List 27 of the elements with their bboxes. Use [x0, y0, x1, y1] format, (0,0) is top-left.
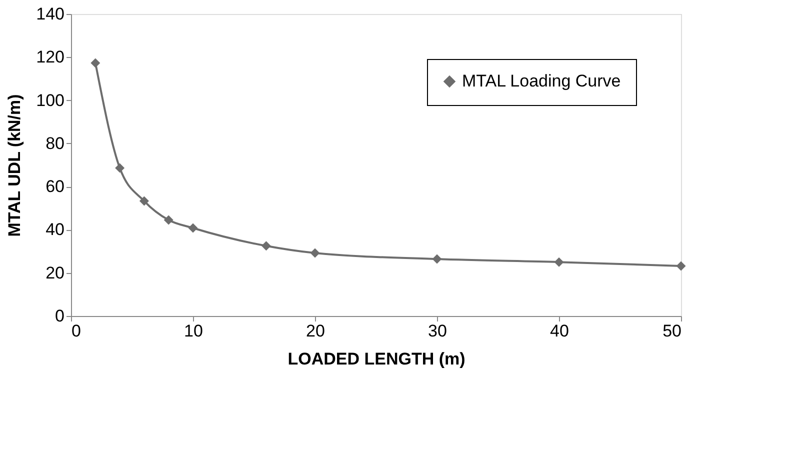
y-tick-label: 60 [46, 177, 64, 196]
y-tick-label: 120 [36, 48, 64, 67]
y-tick-label: 140 [36, 4, 64, 24]
x-tick-label: 20 [306, 322, 325, 340]
point [554, 257, 564, 267]
point [261, 241, 271, 251]
point [310, 248, 320, 258]
y-axis-title: MTAL UDL (kN/m) [5, 94, 24, 237]
point [432, 254, 442, 264]
y-tick-label: 0 [55, 306, 64, 326]
x-tick-label: 50 [662, 322, 682, 340]
x-tick-label: 10 [184, 322, 203, 340]
y-tick-label: 80 [46, 134, 64, 153]
point [139, 196, 149, 206]
y-tick-label: 40 [46, 220, 64, 240]
point [676, 261, 686, 271]
y-tick-label: 20 [46, 263, 64, 282]
y-tick-label: 100 [36, 90, 64, 110]
x-tick-label: 0 [72, 322, 81, 340]
point [188, 223, 198, 233]
point [115, 163, 125, 173]
x-tick-label: 30 [428, 322, 447, 340]
point [164, 215, 174, 225]
point [90, 58, 100, 68]
legend-label: MTAL Loading Curve [462, 72, 621, 90]
x-axis-title: LOADED LENGTH (m) [288, 350, 466, 368]
x-tick-label: 40 [550, 322, 569, 340]
